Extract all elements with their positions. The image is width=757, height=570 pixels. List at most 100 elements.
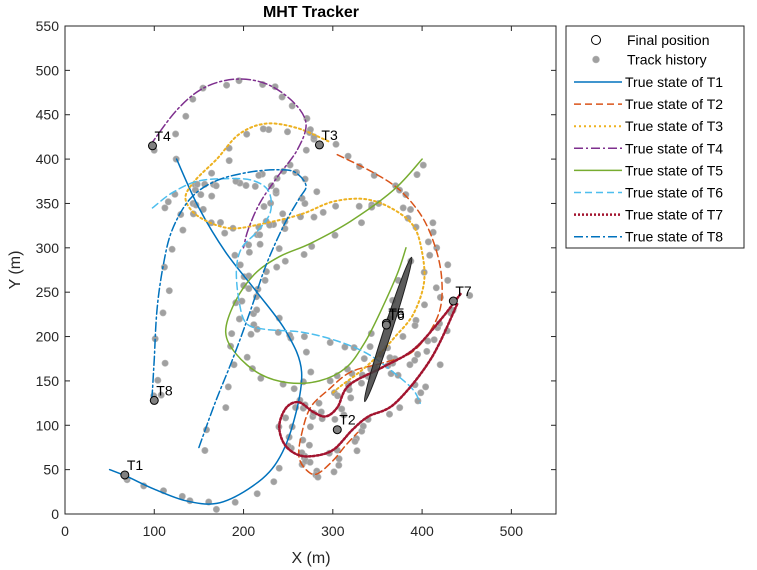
chart-title: MHT Tracker (263, 4, 359, 21)
series-line-t4 (149, 78, 307, 249)
track-history-point (310, 213, 318, 221)
x-tick-label: 0 (61, 523, 69, 539)
track-history-point (444, 276, 452, 284)
plot-frame (64, 25, 557, 515)
track-history-point (444, 261, 452, 269)
track-history-point (256, 231, 264, 239)
track-label: T5 (388, 305, 405, 321)
track-history-point (251, 182, 259, 190)
track-history-point (430, 336, 438, 344)
track-history-point (332, 202, 340, 210)
x-tick-label: 100 (143, 523, 167, 539)
track-history-point (406, 206, 414, 214)
track-history-point (222, 404, 230, 412)
final-position-marker (147, 141, 157, 151)
track-history-point (424, 238, 432, 246)
track-history-point (313, 188, 321, 196)
y-tick-label: 250 (36, 284, 60, 300)
track-history-point (300, 333, 308, 341)
track-history-point (411, 321, 419, 329)
y-tick-label: 400 (36, 151, 60, 167)
track-history-point (243, 353, 251, 361)
track-history-point (208, 192, 216, 200)
track-history-point (466, 291, 474, 299)
legend-label-track-history: Track history (627, 52, 707, 68)
final-position-marker (332, 425, 342, 435)
track-history-point (279, 210, 287, 218)
y-tick-label: 150 (36, 373, 60, 389)
plot-area (65, 26, 556, 514)
track-history-point (394, 371, 402, 379)
track-history-point (231, 498, 239, 506)
track-history-point (332, 140, 340, 148)
track-history-point (423, 347, 431, 355)
y-axis-ticks: 0 50 100 150 200 250 300 350 400 450 500 550 (36, 18, 556, 522)
track-history-point (275, 245, 283, 253)
track-history-point (307, 368, 315, 376)
track-history-point (243, 130, 251, 138)
y-axis-label: Y (m) (7, 251, 24, 290)
track-history-point (414, 350, 422, 358)
x-axis-ticks: 0 100 200 300 400 500 (61, 26, 523, 539)
track-history-point (157, 391, 165, 399)
track-history-point (399, 332, 407, 340)
final-position-marker (448, 296, 458, 306)
track-history-point (411, 356, 419, 364)
y-tick-label: 200 (36, 329, 60, 345)
x-tick-label: 500 (500, 523, 524, 539)
series-line-t6 (151, 177, 422, 404)
track-history-point (179, 226, 187, 234)
track-history-point (245, 285, 253, 293)
track-history-point (189, 210, 197, 218)
track-history-point (281, 257, 289, 265)
track-history-point (290, 385, 298, 393)
track-history-point (331, 231, 339, 239)
track-history-point (260, 203, 268, 211)
track-label: T6 (388, 307, 405, 323)
series-line-t5 (224, 158, 423, 385)
track-history-point (360, 355, 368, 363)
final-position-marker (120, 470, 130, 480)
x-tick-label: 300 (321, 523, 345, 539)
track-history-point (402, 191, 410, 199)
legend-swatch-final-position (591, 35, 601, 45)
y-tick-label: 0 (51, 506, 59, 522)
series-line-t3 (184, 122, 426, 396)
track-history-point (225, 157, 233, 165)
track-history-point (366, 343, 374, 351)
track-history-point (154, 376, 162, 384)
track-history-point (429, 219, 437, 227)
track-history-point (275, 464, 283, 472)
track-history-point (161, 204, 169, 212)
track-history-point (319, 208, 327, 216)
legend: Final position Track history True state of… (565, 25, 745, 249)
series-line-t1 (108, 158, 303, 505)
y-tick-label: 500 (36, 62, 60, 78)
legend-label-t1: True state of T1 (625, 74, 723, 90)
legend-label-t2: True state of T2 (625, 96, 723, 112)
track-history-point (245, 241, 253, 249)
track-history-point (422, 383, 430, 391)
track-history-point (302, 146, 310, 154)
track-label: T8 (156, 382, 173, 398)
track-history-point (189, 95, 197, 103)
legend-label-t8: True state of T8 (625, 229, 723, 245)
legend-swatch-track-history (592, 55, 600, 64)
track-history-point (353, 447, 361, 455)
y-tick-label: 300 (36, 240, 60, 256)
track-history-point (306, 458, 314, 466)
track-history-point (242, 182, 250, 190)
legend-label-final-position: Final position (627, 32, 710, 48)
track-history-point (259, 125, 267, 133)
track-history-point (344, 152, 352, 160)
track-history-point (270, 478, 278, 486)
track-history-point (235, 315, 243, 323)
track-label: T7 (455, 283, 472, 299)
track-history-point (347, 394, 355, 402)
track-history-point (212, 182, 220, 190)
track-history-point (236, 261, 244, 269)
track-history-point (253, 306, 261, 314)
track-history-point (302, 348, 310, 356)
track-history-point (223, 81, 231, 89)
series-line-t8 (150, 168, 307, 449)
